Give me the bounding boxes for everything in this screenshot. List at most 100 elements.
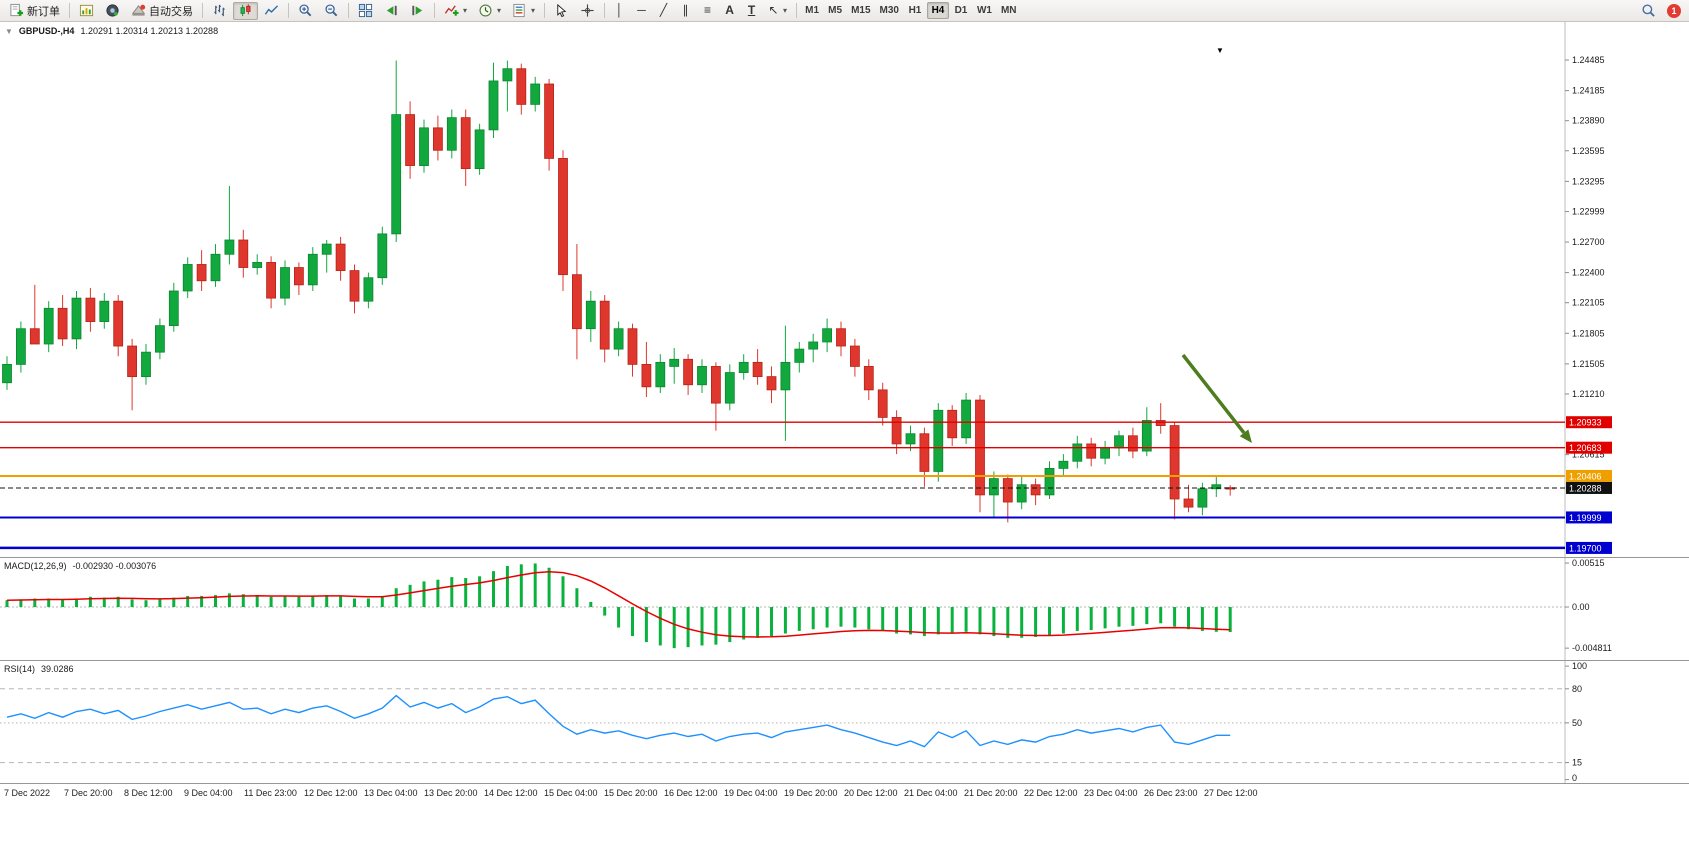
candle-body — [1114, 435, 1124, 449]
vertical-line-button[interactable]: │ — [609, 2, 630, 20]
chart-shift-button[interactable] — [405, 2, 430, 20]
candle-body — [419, 127, 429, 166]
trendline-button[interactable]: ╱ — [653, 2, 674, 20]
timeframe-m30-button[interactable]: M30 — [876, 2, 903, 19]
zoom-in-button[interactable] — [293, 2, 318, 20]
candle-body — [474, 129, 485, 170]
search-button[interactable] — [1636, 2, 1661, 20]
candle-body — [822, 328, 832, 343]
timeframe-m5-button[interactable]: M5 — [824, 2, 846, 19]
candle-body — [321, 243, 332, 255]
chart-shift-marker[interactable]: ▼ — [1216, 46, 1224, 55]
price-tag — [1566, 441, 1612, 454]
macd-header: MACD(12,26,9) -0.002930 -0.003076 — [4, 561, 156, 571]
arrows-tool-button[interactable]: ↖ ▾ — [763, 2, 792, 20]
candle-body — [1030, 484, 1041, 496]
candle-body — [905, 433, 916, 445]
chart-shift-icon — [412, 5, 423, 16]
new-chart-button[interactable] — [74, 2, 99, 20]
macd-canvas[interactable]: 0.00515 0.00 -0.004811 — [0, 558, 1689, 660]
timeframe-m15-button[interactable]: M15 — [847, 2, 874, 19]
bar-chart-button[interactable] — [207, 2, 232, 20]
line-chart-icon — [264, 5, 279, 15]
timeframe-h4-button[interactable]: H4 — [926, 2, 949, 19]
candle-body — [794, 348, 805, 363]
time-axis-label: 15 Dec 04:00 — [544, 788, 598, 798]
candle-body — [266, 262, 277, 299]
candle-body — [168, 290, 179, 327]
candle-body — [1002, 478, 1013, 503]
candle-body — [446, 117, 457, 151]
time-axis-label: 13 Dec 20:00 — [424, 788, 478, 798]
candle-body — [544, 83, 554, 159]
price-axis-label[interactable]: 1.21210 — [1572, 389, 1605, 399]
price-axis-label[interactable]: 1.22400 — [1572, 268, 1605, 278]
candle-body — [863, 366, 874, 391]
time-axis-label: 26 Dec 23:00 — [1144, 788, 1198, 798]
text-label-button[interactable]: T — [741, 2, 762, 20]
candle-body — [877, 389, 888, 418]
crosshair-button[interactable] — [575, 2, 600, 20]
time-axis-label: 9 Dec 04:00 — [184, 788, 233, 798]
candlestick-chart-button[interactable] — [233, 1, 258, 20]
price-axis-label[interactable]: 1.23295 — [1572, 176, 1605, 186]
candle-body — [460, 117, 471, 170]
zoom-out-button[interactable] — [319, 2, 344, 20]
horizontal-line-button[interactable]: ─ — [631, 2, 652, 20]
one-click-collapse-icon[interactable]: ▼ — [5, 26, 13, 36]
indicators-button[interactable]: ▾ — [439, 2, 472, 20]
channel-icon: ∥ — [682, 3, 689, 17]
candle-body — [141, 351, 151, 378]
auto-scroll-button[interactable] — [379, 2, 404, 20]
time-axis[interactable]: 7 Dec 2022 7 Dec 20:00 8 Dec 12:00 9 Dec 04… — [0, 784, 1689, 805]
price-axis-label[interactable]: 1.23890 — [1572, 116, 1605, 126]
candle-body — [752, 361, 763, 378]
periods-button[interactable]: ▾ — [473, 2, 506, 20]
price-axis-label[interactable]: 1.21805 — [1572, 328, 1605, 338]
trend-arrow[interactable] — [1181, 353, 1246, 434]
candle-body — [697, 366, 707, 386]
toolbar-separator — [796, 3, 798, 18]
price-axis-label[interactable]: 1.22700 — [1572, 237, 1605, 247]
timeframe-d1-button[interactable]: D1 — [950, 2, 972, 19]
price-axis-label[interactable]: 1.23595 — [1572, 146, 1605, 156]
candle-body — [627, 328, 638, 365]
toolbar-separator — [348, 3, 349, 18]
notification-badge[interactable]: 1 — [1667, 3, 1681, 18]
price-axis-label[interactable]: 1.21505 — [1572, 359, 1605, 369]
price-tag — [1566, 469, 1612, 482]
templates-button[interactable]: ▾ — [507, 2, 540, 20]
macd-label: MACD(12,26,9) — [4, 561, 67, 571]
text-tool-button[interactable]: A — [719, 2, 740, 20]
toolbar-separator — [544, 3, 546, 18]
equidistant-channel-button[interactable]: ∥ — [675, 2, 696, 20]
panel-divider[interactable] — [0, 557, 1689, 558]
new-order-button[interactable]: 新订单 — [4, 2, 65, 20]
time-axis-label: 11 Dec 23:00 — [244, 788, 297, 798]
panel-divider[interactable] — [0, 660, 1689, 661]
candle-body — [850, 345, 860, 367]
price-axis-label[interactable]: 1.24185 — [1572, 86, 1605, 96]
panel-divider[interactable] — [0, 783, 1689, 784]
timeframe-h1-button[interactable]: H1 — [904, 2, 926, 19]
timeframe-w1-button[interactable]: W1 — [973, 2, 996, 19]
time-axis-label: 22 Dec 12:00 — [1024, 788, 1078, 798]
candle-body — [891, 417, 902, 445]
line-chart-button[interactable] — [259, 2, 284, 20]
cursor-button[interactable] — [549, 2, 574, 20]
rsi-label: RSI(14) — [4, 664, 36, 674]
toolbar-separator — [202, 3, 203, 18]
price-axis-label[interactable]: 1.22105 — [1572, 298, 1605, 308]
autotrading-button[interactable]: 自动交易 — [126, 2, 198, 20]
timeframe-mn-button[interactable]: MN — [997, 2, 1021, 19]
time-axis-label: 23 Dec 04:00 — [1084, 788, 1138, 798]
market-watch-button[interactable] — [100, 2, 125, 20]
fibonacci-button[interactable]: ≡ — [697, 2, 718, 20]
timeframe-m1-button[interactable]: M1 — [801, 2, 823, 19]
price-axis-label[interactable]: 1.20615 — [1572, 450, 1605, 460]
price-axis-label[interactable]: 1.24485 — [1572, 55, 1605, 65]
price-axis-label[interactable]: 1.22999 — [1572, 207, 1605, 217]
tile-windows-button[interactable] — [353, 2, 378, 20]
rsi-canvas[interactable]: 100 80 50 15 0 — [0, 661, 1689, 783]
price-chart-canvas[interactable]: 1.24485 1.24185 1.23890 1.23595 1.23295 1.229… — [0, 22, 1689, 557]
